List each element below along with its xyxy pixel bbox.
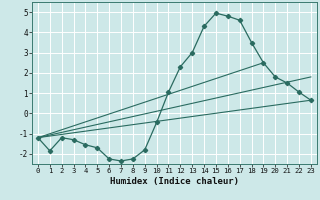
X-axis label: Humidex (Indice chaleur): Humidex (Indice chaleur) — [110, 177, 239, 186]
